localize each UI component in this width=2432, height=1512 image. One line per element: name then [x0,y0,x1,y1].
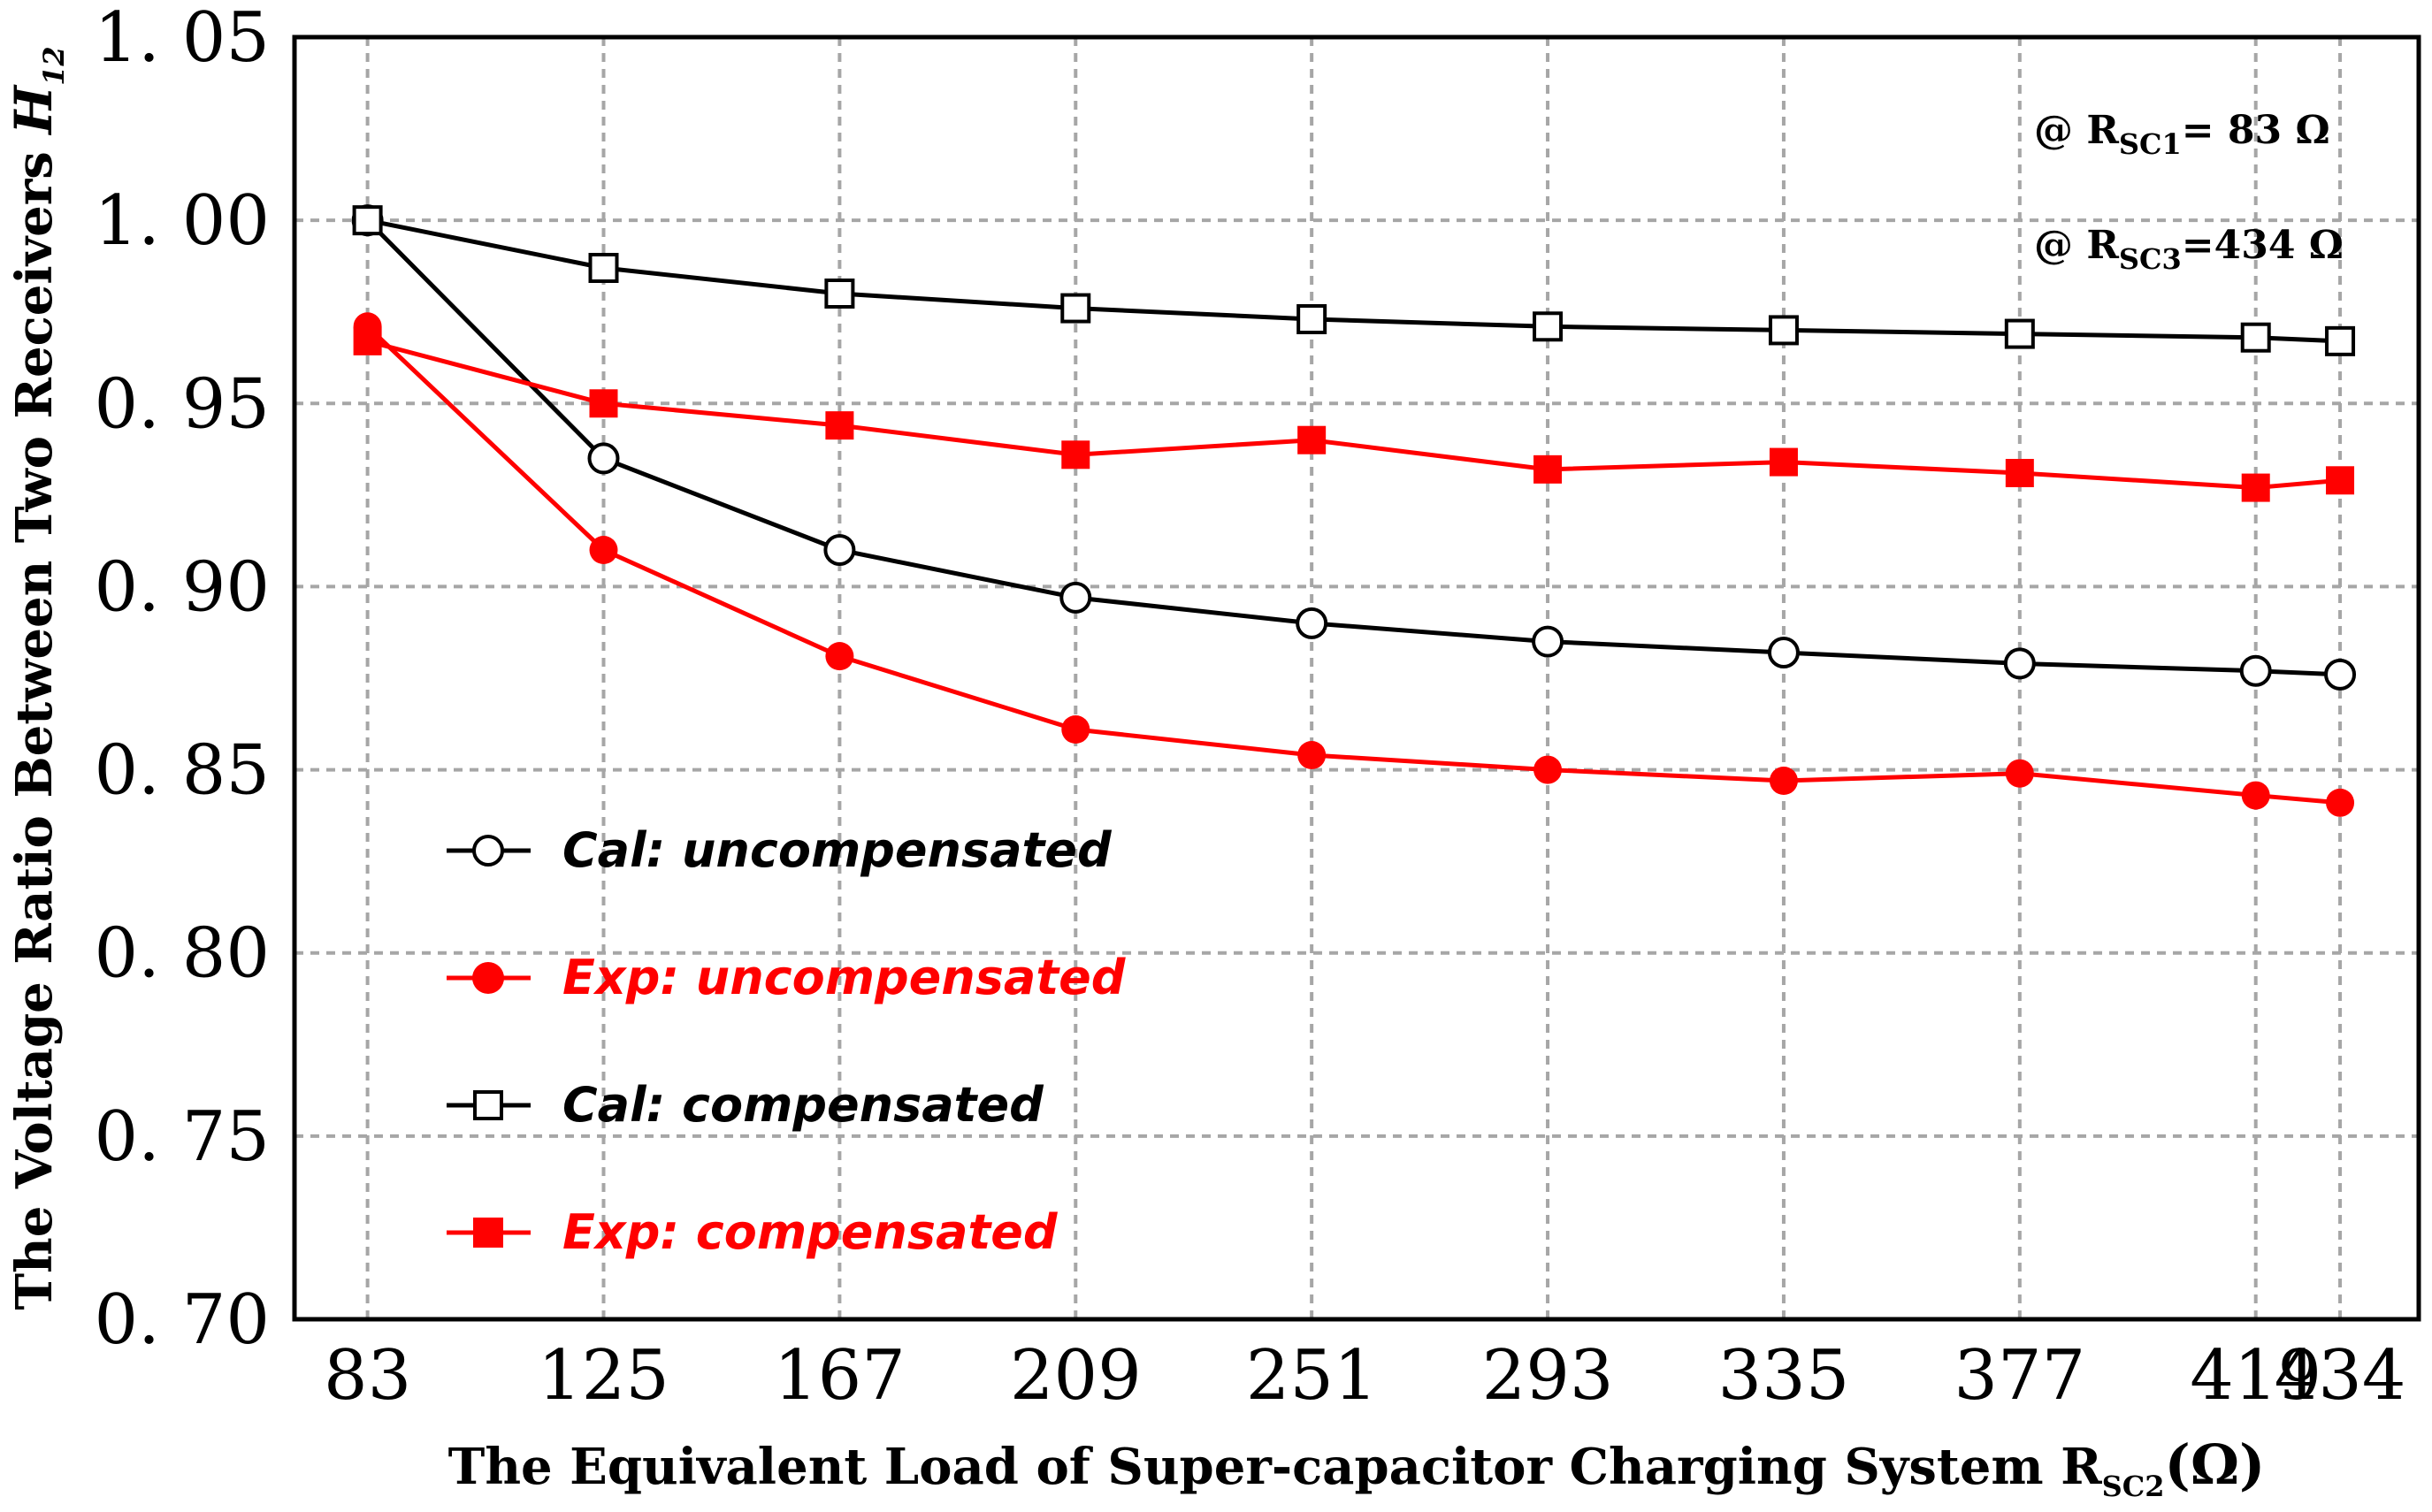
data-point [587,442,620,475]
data-point [1296,304,1327,334]
legend-item-cal-compensated: Cal: compensated [447,1077,1044,1133]
legend-item-exp-uncompensated: Exp: uncompensated [447,950,1127,1005]
series-exp-compensated [353,326,2355,502]
y-tick-label: 0. 75 [95,1097,270,1177]
data-point [1532,625,1564,658]
x-tick-label: 209 [1010,1336,1142,1416]
data-point [352,205,383,236]
data-point [825,411,854,440]
data-point [1297,741,1327,769]
series-line [367,218,2341,344]
data-point [2239,654,2272,687]
data-point [823,534,856,566]
x-axis-title-subscript: SC2 [2102,1470,2165,1503]
x-axis-title: The Equivalent Load of Super-capacitor C… [448,1432,2266,1503]
legend-label-exp-compensated: Exp: compensated [562,1204,1059,1260]
legend-marker-circle-open [472,835,504,867]
data-point [2004,318,2035,349]
series-line [365,218,2341,677]
x-tick-label: 125 [538,1336,669,1416]
data-point [1061,440,1090,470]
legend-marker-circle-filled [472,962,504,994]
series-cal-compensated [352,205,2356,356]
data-point [2326,788,2355,817]
data-point [2241,473,2270,502]
y-axis-title-text: The Voltage Ratio Between Two Receivers [5,134,64,1310]
data-point [2005,459,2034,487]
plot-area-frame [292,34,2421,1322]
data-point [1767,637,1800,668]
series-exp-uncompensated [353,312,2355,817]
data-point [589,389,618,418]
data-point [1768,315,1799,346]
x-tick-label: 293 [1482,1336,1614,1416]
data-point [1533,454,1563,484]
series-line [365,325,2341,806]
data-point [2241,781,2270,810]
y-tick-label: 0. 70 [95,1280,270,1360]
y-tick-label: 1. 00 [95,181,270,261]
annotation-rsc3-sub: SC3 [2119,242,2182,276]
y-tick-label: 0. 90 [95,547,270,627]
data-point [1533,311,1564,342]
x-tick-label: 377 [1954,1336,2085,1416]
data-point [2240,322,2271,353]
data-point [1533,755,1563,784]
x-tick-label: 251 [1246,1336,1378,1416]
legend-label-cal-compensated: Cal: compensated [562,1077,1044,1133]
y-tick-label: 0. 95 [95,364,270,444]
data-point [1296,607,1328,639]
annotation-rsc1-suffix: = 83 Ω [2182,108,2330,153]
data-point [1769,767,1798,795]
y-tick-label: 0. 80 [95,914,270,994]
y-axis-title: The Voltage Ratio Between Two Receivers … [4,46,71,1310]
x-tick-label: 434 [2275,1336,2406,1416]
series-cal-uncompensated [351,204,2357,691]
data-point [1059,581,1092,614]
data-point [1060,293,1091,324]
annotation-rsc3: @ RSC3=434 Ω [2034,223,2344,276]
annotation-rsc1: @ RSC1= 83 Ω [2034,108,2330,161]
data-point [1769,447,1798,477]
y-axis-ticks: 0. 70 0. 75 0. 80 0. 85 0. 90 0. 95 1. 00 1. 05 [95,0,270,1360]
annotation-rsc1-prefix: @ R [2034,108,2119,153]
data-point [2326,466,2355,495]
data-point [824,279,855,309]
y-axis-title-symbol: H [4,84,64,136]
data-point [1061,715,1090,744]
legend-label-exp-uncompensated: Exp: uncompensated [562,950,1127,1005]
legend-label-cal-uncompensated: Cal: uncompensated [562,822,1113,878]
series-layer [351,204,2357,817]
y-tick-label: 1. 05 [95,0,270,78]
data-point [2324,658,2357,691]
data-point [2005,759,2034,788]
y-tick-label: 0. 85 [95,731,270,811]
legend-marker-square-open [473,1090,503,1120]
legend-marker-square-filled [473,1218,503,1248]
annotation-rsc3-suffix: =434 Ω [2182,223,2344,268]
legend-item-cal-uncompensated: Cal: uncompensated [447,822,1113,878]
data-point [353,326,382,355]
series-line [366,339,2341,491]
x-axis-title-text: The Equivalent Load of Super-capacitor C… [448,1438,2102,1496]
legend: Cal: uncompensated Exp: uncompensated Ca… [447,822,1127,1260]
annotation-rsc3-prefix: @ R [2034,223,2119,268]
x-tick-label: 83 [324,1336,411,1416]
y-axis-title-symbol-subscript: 12 [37,46,71,86]
data-point [2003,647,2036,680]
data-point [588,253,619,283]
data-point [1297,425,1327,454]
x-tick-label: 167 [774,1336,906,1416]
x-axis-title-unit: (Ω) [2165,1432,2266,1497]
data-point [825,642,854,671]
data-point [589,536,618,564]
legend-item-exp-compensated: Exp: compensated [447,1204,1059,1260]
annotation-rsc1-sub: SC1 [2119,127,2182,161]
data-point [2325,325,2356,356]
x-tick-label: 335 [1717,1336,1849,1416]
x-tick-label: 419 [2190,1336,2321,1416]
